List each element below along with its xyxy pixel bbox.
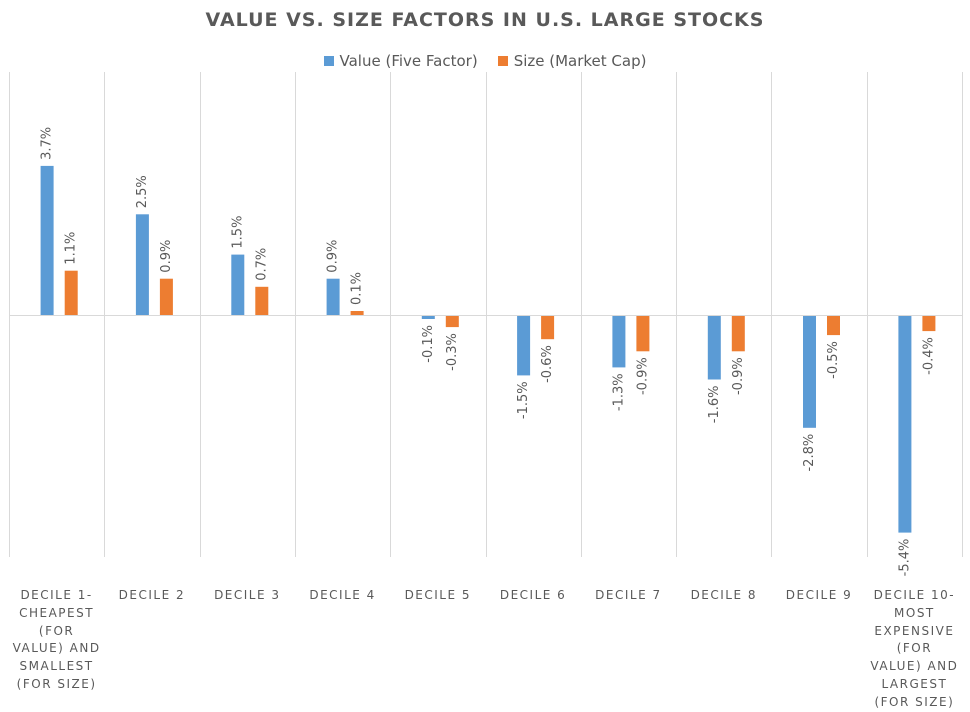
data-label-size: 0.1% xyxy=(350,272,365,305)
data-label-size: 0.7% xyxy=(254,248,269,281)
bar-value xyxy=(612,315,626,368)
bar-size xyxy=(731,315,745,352)
data-label-value: 3.7% xyxy=(40,127,55,160)
data-label-value: -5.4% xyxy=(897,539,912,577)
category-label: DECILE 7 xyxy=(595,588,662,602)
bar-size xyxy=(636,315,650,352)
bar-size xyxy=(445,315,459,328)
bar-value xyxy=(898,315,912,533)
data-label-value: -1.3% xyxy=(611,373,626,411)
bar-size xyxy=(350,311,364,315)
legend-item-value: Value (Five Factor) xyxy=(323,52,478,70)
bar-size xyxy=(827,315,840,336)
bar-size xyxy=(159,278,173,315)
data-label-value: -1.6% xyxy=(707,386,722,424)
data-label-size: -0.6% xyxy=(540,345,555,383)
bar-value xyxy=(40,165,54,315)
data-label-size: -0.9% xyxy=(731,357,746,395)
bar-value xyxy=(517,315,531,376)
category-label: DECILE 9 xyxy=(785,588,853,602)
category-label: DECILE 6 xyxy=(499,588,567,602)
data-label-size: 0.9% xyxy=(159,240,174,273)
category-label: DECILE 8 xyxy=(690,588,758,602)
category-label: DECILE 1-CHEAPEST (FOR VALUE) AND SMALLE… xyxy=(12,588,101,691)
bar-value xyxy=(326,278,340,315)
bar-size xyxy=(64,270,78,315)
legend: Value (Five Factor) Size (Market Cap) xyxy=(0,52,970,70)
data-label-size: 1.1% xyxy=(64,232,79,265)
data-label-value: 1.5% xyxy=(230,216,245,249)
bar-size xyxy=(255,286,269,315)
category-label: DECILE 2 xyxy=(118,588,186,602)
bar-value xyxy=(803,315,816,428)
data-label-size: -0.4% xyxy=(921,337,936,375)
bar-value xyxy=(421,315,435,319)
data-label-value: -0.1% xyxy=(421,325,436,363)
bar-size xyxy=(541,315,555,340)
chart-title: VALUE VS. SIZE FACTORS IN U.S. LARGE STO… xyxy=(205,9,765,31)
data-label-size: -0.5% xyxy=(826,341,841,379)
bar-value xyxy=(707,315,721,380)
category-label: DECILE 4 xyxy=(309,588,376,602)
legend-swatch-size xyxy=(497,56,508,66)
category-label: DECILE 5 xyxy=(404,588,472,602)
legend-label-size: Size (Market Cap) xyxy=(513,52,647,70)
legend-swatch-value xyxy=(323,56,334,66)
category-label: DECILE 10-MOST EXPENSIVE (FOR VALUE) AND… xyxy=(870,588,959,709)
data-label-value: -2.8% xyxy=(802,434,817,472)
bar-value xyxy=(231,254,245,315)
data-label-value: 2.5% xyxy=(135,175,150,208)
legend-label-value: Value (Five Factor) xyxy=(339,52,478,70)
data-label-value: 0.9% xyxy=(326,240,341,273)
bar-size xyxy=(922,315,936,332)
category-label: DECILE 3 xyxy=(214,588,281,602)
data-label-size: -0.3% xyxy=(445,333,460,371)
legend-item-size: Size (Market Cap) xyxy=(497,52,647,70)
data-label-value: -1.5% xyxy=(516,381,531,419)
data-label-size: -0.9% xyxy=(635,357,650,395)
bar-value xyxy=(135,214,149,316)
